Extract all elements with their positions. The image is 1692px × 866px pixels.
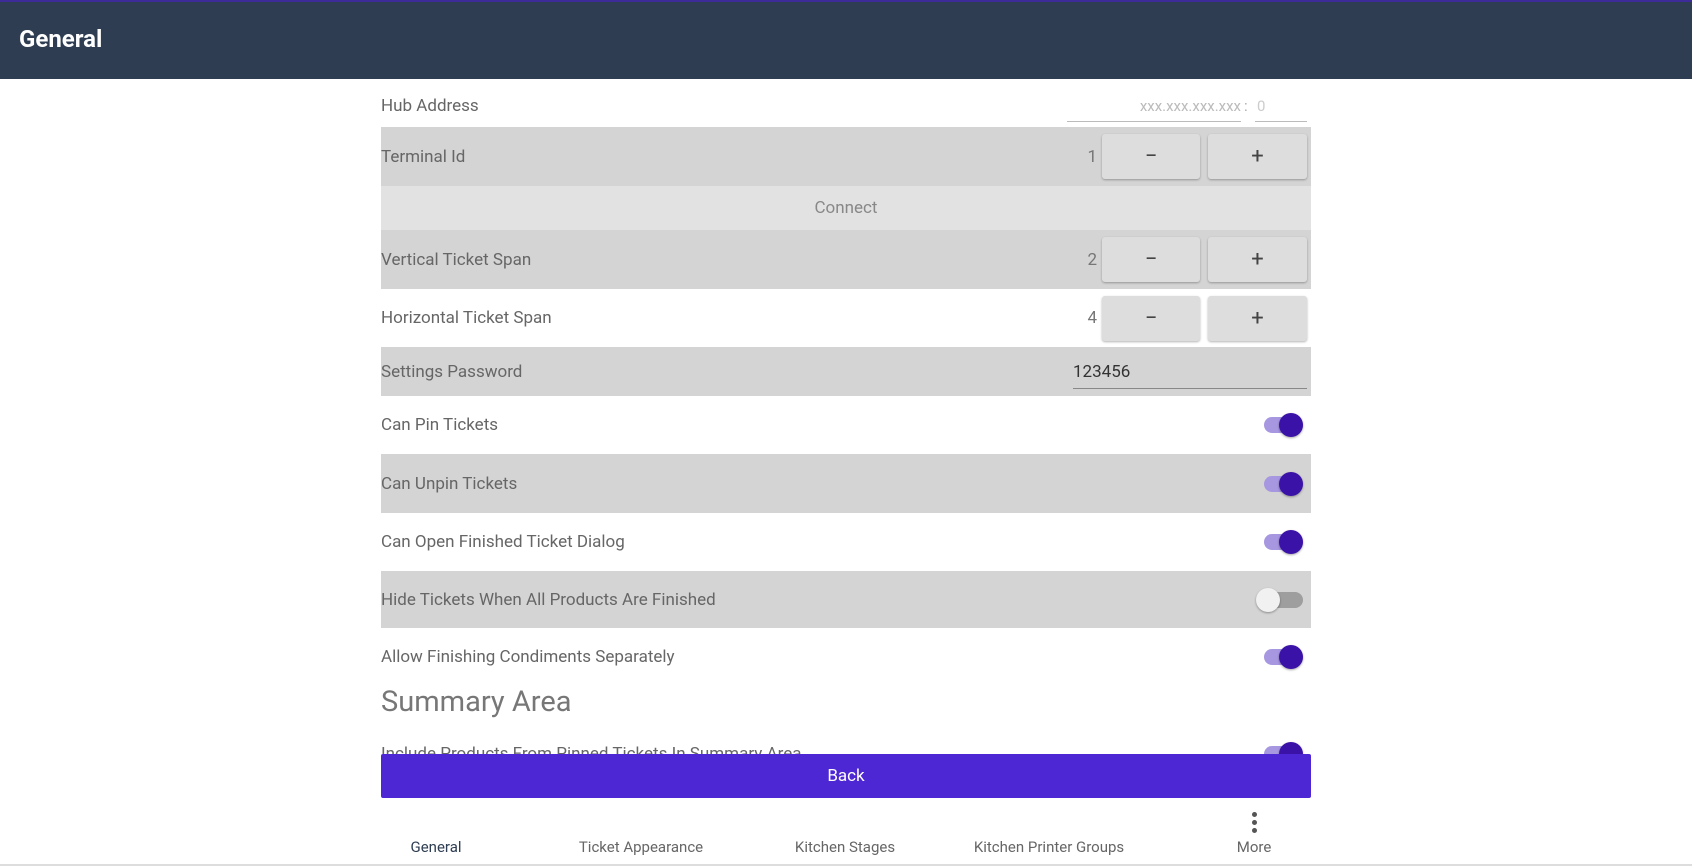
settings-list: Hub Address xxx.xxx.xxx.xxx:0 Terminal Id 1… [0, 79, 1692, 754]
more-icon[interactable] [1252, 812, 1257, 834]
increment-button[interactable]: + [1208, 134, 1307, 179]
toggle[interactable] [1261, 644, 1306, 670]
setting-row: Allow Finishing Condiments Separately [381, 628, 1311, 686]
setting-row: Terminal Id 1− + [381, 127, 1311, 186]
setting-label: Can Pin Tickets [381, 415, 499, 435]
setting-row: Include Products From Pinned Tickets In … [381, 729, 1311, 754]
connect-button[interactable]: Connect [814, 198, 878, 218]
bottom-border [0, 864, 1692, 866]
toggle-knob [1256, 587, 1280, 612]
toggle-knob [1279, 530, 1303, 554]
setting-label: Terminal Id [381, 146, 466, 167]
screen-title: General [19, 25, 103, 53]
setting-label: Include Products From Pinned Tickets In … [381, 744, 802, 754]
section-title: Summary Area [381, 685, 572, 719]
setting-row: Vertical Ticket Span 2− + [381, 230, 1311, 289]
setting-label: Hub Address [381, 95, 479, 116]
nav-tab[interactable]: Kitchen Stages [794, 838, 896, 856]
setting-row: Horizontal Ticket Span 4− + [381, 289, 1311, 347]
increment-button[interactable]: + [1208, 296, 1307, 341]
decrement-button[interactable]: − [1102, 296, 1200, 341]
decrement-button[interactable]: − [1102, 134, 1200, 179]
increment-button[interactable]: + [1208, 237, 1307, 282]
setting-row: Settings Password 123456 [381, 347, 1311, 396]
toggle[interactable] [1261, 741, 1306, 754]
stepper-value: 4 [1087, 308, 1097, 328]
setting-row: Hide Tickets When All Products Are Finis… [381, 571, 1311, 628]
decrement-button[interactable]: − [1102, 237, 1200, 282]
setting-row: Can Open Finished Ticket Dialog [381, 513, 1311, 571]
nav-tab[interactable]: More [1236, 838, 1272, 856]
ip-input[interactable]: xxx.xxx.xxx.xxx [1067, 90, 1241, 122]
app-bar [0, 0, 1692, 79]
toggle[interactable] [1256, 587, 1306, 613]
setting-label: Allow Finishing Condiments Separately [381, 647, 675, 667]
password-input[interactable]: 123456 [1073, 355, 1307, 389]
setting-label: Hide Tickets When All Products Are Finis… [381, 589, 716, 610]
nav-tab[interactable]: Ticket Appearance [578, 838, 704, 856]
back-button[interactable]: Back [381, 754, 1311, 798]
setting-row: Can Unpin Tickets [381, 454, 1311, 513]
setting-label: Settings Password [381, 361, 523, 382]
setting-row[interactable]: Connect [381, 186, 1311, 230]
setting-label: Can Open Finished Ticket Dialog [381, 532, 625, 552]
setting-row: Can Pin Tickets [381, 396, 1311, 454]
toggle-knob [1279, 742, 1303, 754]
toggle[interactable] [1261, 412, 1306, 438]
toggle[interactable] [1261, 529, 1306, 555]
setting-row: Hub Address xxx.xxx.xxx.xxx:0 [381, 84, 1311, 127]
port-input[interactable]: 0 [1255, 90, 1307, 122]
setting-label: Can Unpin Tickets [381, 473, 518, 494]
toggle-knob [1279, 645, 1303, 669]
setting-label: Horizontal Ticket Span [381, 308, 552, 328]
toggle-knob [1279, 413, 1303, 437]
more-dot [1252, 812, 1257, 817]
nav-tab[interactable]: Kitchen Printer Groups [973, 838, 1125, 856]
toggle[interactable] [1261, 471, 1306, 497]
stepper-value: 2 [1087, 249, 1097, 270]
nav-tab[interactable]: General [410, 838, 462, 856]
toggle-knob [1279, 471, 1303, 496]
address-separator: : [1244, 97, 1248, 115]
stepper-value: 1 [1087, 146, 1097, 167]
more-dot [1252, 820, 1257, 825]
setting-label: Vertical Ticket Span [381, 249, 532, 270]
more-dot [1252, 828, 1257, 833]
